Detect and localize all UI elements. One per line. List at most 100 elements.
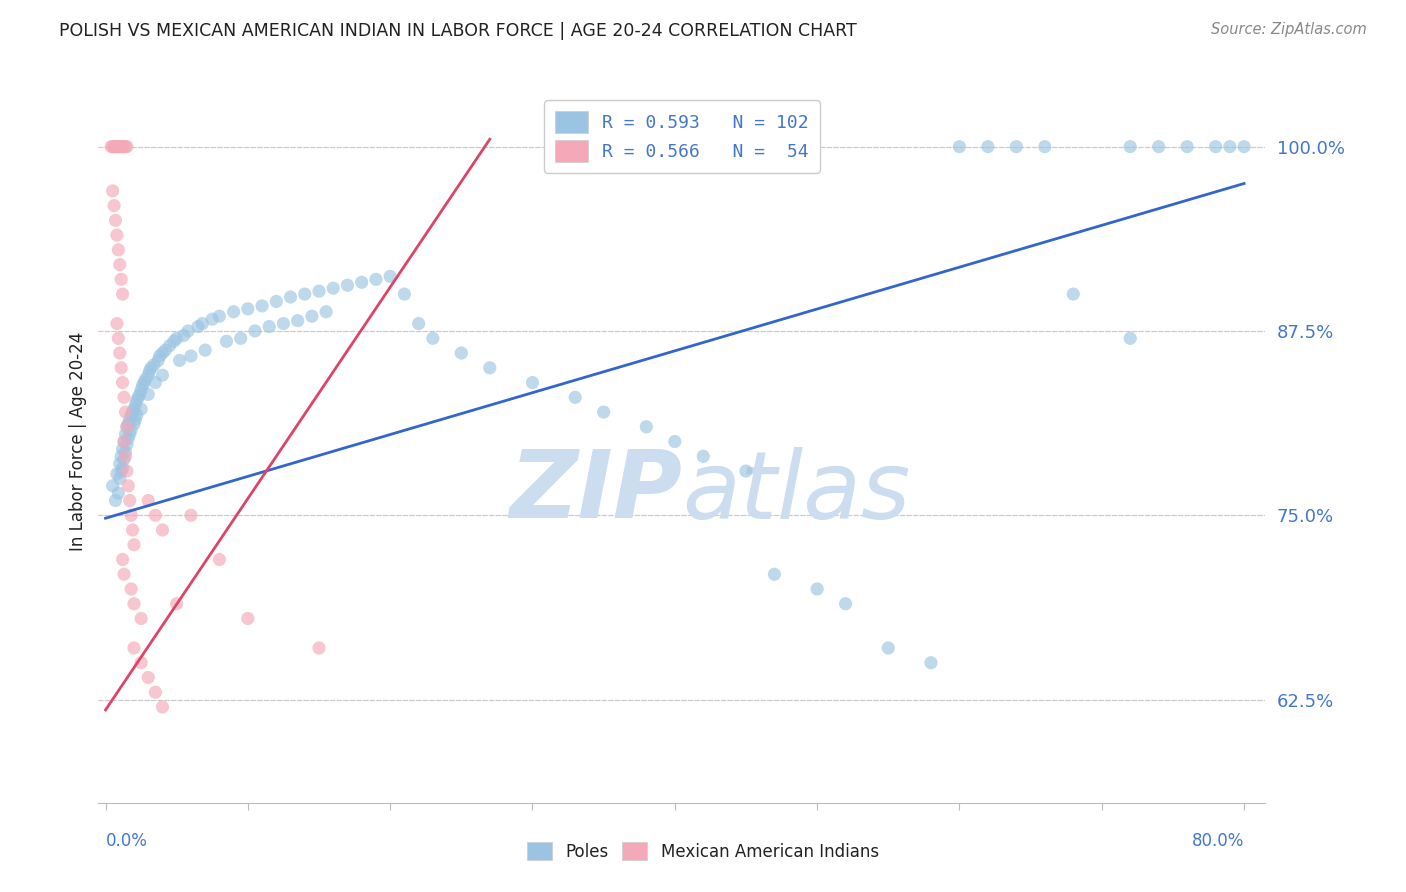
- Point: [115, 419, 138, 434]
- Point: [920, 656, 942, 670]
- Point: [1175, 139, 1198, 153]
- Point: [315, 305, 337, 319]
- Point: [110, 272, 132, 286]
- Point: [125, 408, 148, 422]
- Point: [522, 376, 544, 390]
- Point: [114, 405, 136, 419]
- Point: [143, 685, 166, 699]
- Point: [138, 364, 160, 378]
- Point: [111, 461, 134, 475]
- Point: [112, 452, 135, 467]
- Point: [166, 597, 188, 611]
- Point: [266, 294, 288, 309]
- Point: [1233, 139, 1256, 153]
- Point: [152, 700, 174, 714]
- Text: Source: ZipAtlas.com: Source: ZipAtlas.com: [1211, 22, 1367, 37]
- Text: POLISH VS MEXICAN AMERICAN INDIAN IN LABOR FORCE | AGE 20-24 CORRELATION CHART: POLISH VS MEXICAN AMERICAN INDIAN IN LAB…: [59, 22, 856, 40]
- Point: [112, 434, 135, 449]
- Point: [108, 346, 131, 360]
- Point: [100, 139, 122, 153]
- Point: [155, 343, 177, 358]
- Point: [108, 457, 131, 471]
- Point: [243, 324, 266, 338]
- Point: [105, 467, 128, 481]
- Point: [692, 450, 714, 464]
- Point: [136, 493, 159, 508]
- Text: 0.0%: 0.0%: [105, 831, 148, 850]
- Point: [1119, 331, 1142, 345]
- Point: [120, 408, 142, 422]
- Point: [163, 334, 186, 349]
- Point: [1005, 139, 1028, 153]
- Point: [287, 313, 309, 327]
- Point: [1219, 139, 1241, 153]
- Point: [143, 508, 166, 523]
- Point: [180, 508, 202, 523]
- Point: [108, 471, 131, 485]
- Point: [139, 360, 162, 375]
- Point: [136, 368, 159, 383]
- Point: [114, 139, 136, 153]
- Point: [128, 387, 150, 401]
- Point: [191, 317, 214, 331]
- Y-axis label: In Labor Force | Age 20-24: In Labor Force | Age 20-24: [69, 332, 87, 551]
- Point: [129, 383, 152, 397]
- Point: [122, 538, 145, 552]
- Point: [111, 552, 134, 566]
- Point: [308, 640, 330, 655]
- Point: [152, 368, 174, 383]
- Point: [107, 486, 129, 500]
- Point: [107, 331, 129, 345]
- Point: [118, 427, 141, 442]
- Point: [1033, 139, 1056, 153]
- Point: [110, 139, 132, 153]
- Point: [103, 199, 125, 213]
- Point: [1119, 139, 1142, 153]
- Point: [111, 287, 134, 301]
- Point: [115, 464, 138, 478]
- Point: [129, 656, 152, 670]
- Point: [112, 567, 135, 582]
- Point: [122, 417, 145, 431]
- Point: [129, 611, 152, 625]
- Point: [152, 523, 174, 537]
- Point: [136, 670, 159, 684]
- Point: [121, 523, 143, 537]
- Point: [114, 450, 136, 464]
- Point: [105, 228, 128, 243]
- Text: atlas: atlas: [682, 447, 910, 538]
- Point: [115, 437, 138, 451]
- Point: [121, 405, 143, 419]
- Point: [336, 278, 359, 293]
- Point: [112, 139, 135, 153]
- Point: [120, 423, 142, 437]
- Legend: Poles, Mexican American Indians: Poles, Mexican American Indians: [520, 836, 886, 868]
- Legend: R = 0.593   N = 102, R = 0.566   N =  54: R = 0.593 N = 102, R = 0.566 N = 54: [544, 100, 820, 173]
- Point: [450, 346, 472, 360]
- Point: [131, 378, 153, 392]
- Point: [301, 309, 323, 323]
- Point: [564, 390, 586, 404]
- Point: [194, 343, 217, 358]
- Point: [273, 317, 295, 331]
- Point: [110, 450, 132, 464]
- Point: [877, 640, 900, 655]
- Point: [114, 445, 136, 459]
- Point: [236, 611, 259, 625]
- Point: [222, 305, 245, 319]
- Point: [1147, 139, 1170, 153]
- Point: [834, 597, 856, 611]
- Point: [122, 402, 145, 417]
- Point: [250, 299, 273, 313]
- Point: [134, 373, 156, 387]
- Point: [394, 287, 416, 301]
- Point: [422, 331, 444, 345]
- Point: [120, 508, 142, 523]
- Point: [101, 139, 124, 153]
- Point: [280, 290, 302, 304]
- Point: [105, 317, 128, 331]
- Point: [114, 427, 136, 442]
- Point: [111, 376, 134, 390]
- Point: [143, 376, 166, 390]
- Text: 80.0%: 80.0%: [1192, 831, 1244, 850]
